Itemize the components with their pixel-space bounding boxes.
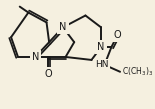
Text: O: O <box>114 30 121 40</box>
Text: HN: HN <box>95 60 109 69</box>
Text: $\mathregular{C(CH_3)_3}$: $\mathregular{C(CH_3)_3}$ <box>122 66 153 78</box>
Text: O: O <box>44 69 52 79</box>
Text: N: N <box>32 52 39 62</box>
Text: N: N <box>97 42 105 52</box>
Text: N: N <box>59 22 67 32</box>
